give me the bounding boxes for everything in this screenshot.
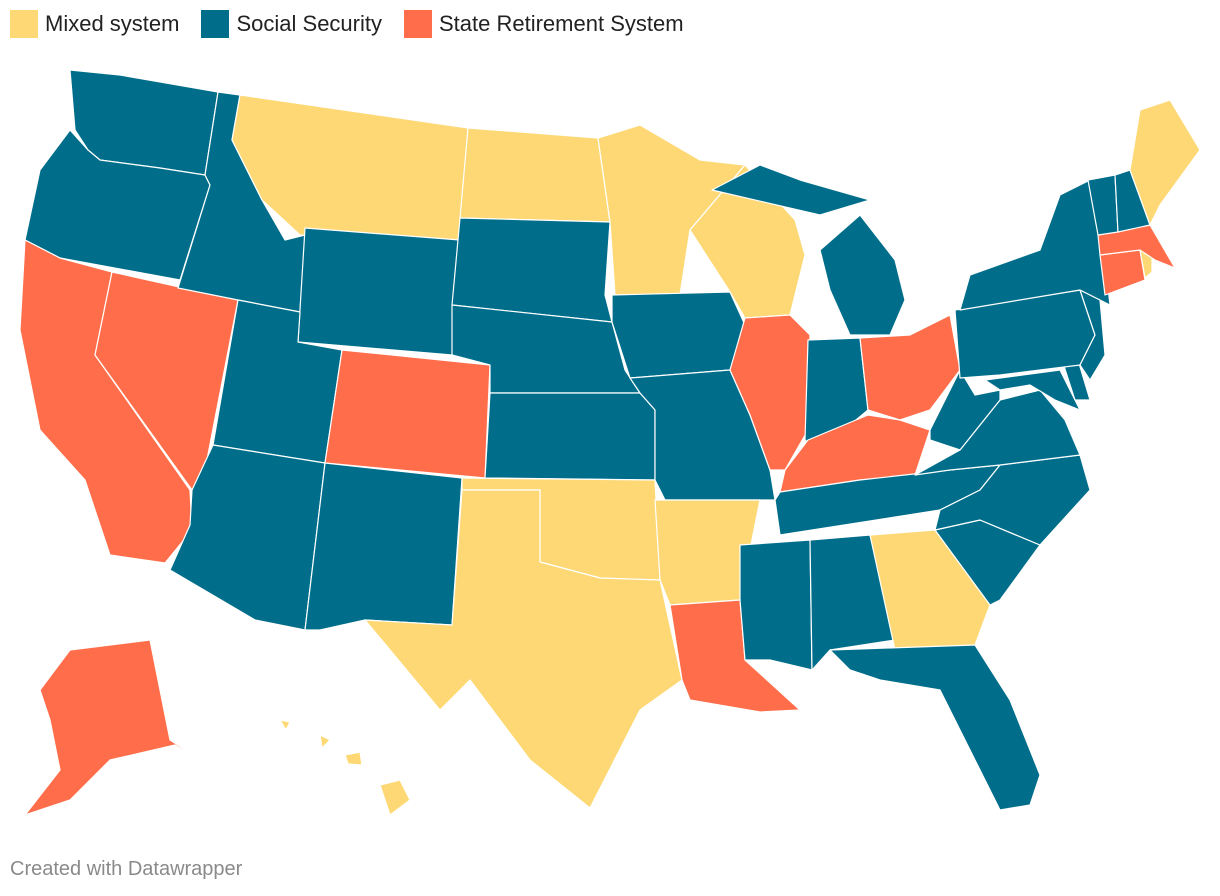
credit-text: Created with Datawrapper [10,858,243,880]
state-alaska[interactable] [24,639,241,816]
state-texas[interactable] [364,489,683,809]
state-california[interactable] [19,239,193,564]
legend-swatch [404,10,432,38]
state-maryland[interactable] [984,369,1081,411]
state-south-dakota[interactable] [451,217,613,323]
state-wyoming[interactable] [297,227,461,356]
state-florida[interactable] [829,644,1041,811]
state-ohio[interactable] [859,314,961,421]
legend-swatch [10,10,38,38]
state-maine[interactable] [1129,99,1201,226]
state-new-mexico[interactable] [304,462,463,631]
state-north-carolina[interactable] [934,454,1091,546]
state-hawaii[interactable] [279,719,411,816]
state-north-dakota[interactable] [459,127,611,223]
state-colorado[interactable] [324,349,491,479]
legend-item-srs: State Retirement System [404,10,684,38]
legend-label: Mixed system [45,11,180,36]
state-kansas[interactable] [484,392,656,481]
state-mississippi[interactable] [739,539,813,671]
state-iowa[interactable] [611,291,746,379]
legend-item-ss: Social Security [201,10,382,38]
legend: Mixed system Social Security State Retirem… [10,10,706,38]
legend-label: State Retirement System [439,11,684,36]
legend-item-mixed: Mixed system [10,10,179,38]
state-connecticut[interactable] [1099,249,1146,296]
us-map [19,69,1201,816]
legend-label: Social Security [236,11,382,36]
legend-swatch [201,10,230,38]
state-georgia[interactable] [869,529,991,651]
state-alabama[interactable] [809,534,896,671]
state-new-york[interactable] [959,179,1111,311]
state-michigan[interactable] [711,164,906,336]
